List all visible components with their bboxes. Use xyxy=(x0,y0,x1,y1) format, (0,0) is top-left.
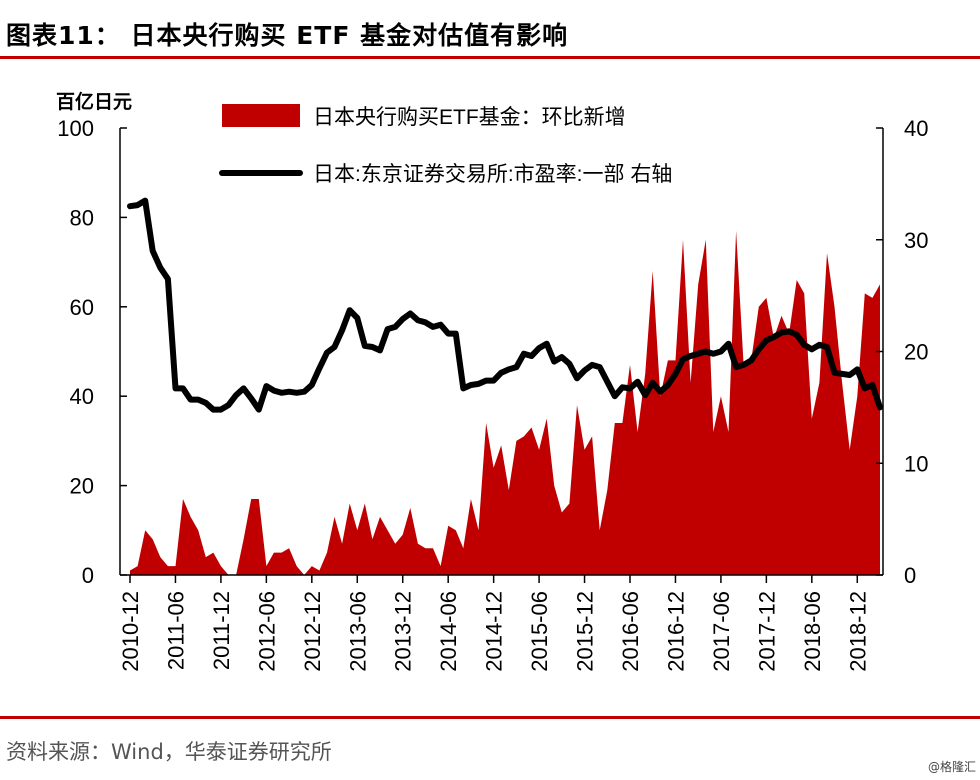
line-series-layer xyxy=(127,197,883,413)
x-tick-label: 2010-12 xyxy=(118,591,143,672)
title-divider xyxy=(0,56,980,59)
right-tick-label: 20 xyxy=(904,340,928,365)
axes-layer: 0 20 40 60 80 100 0 10 20 30 40 百亿日元 2010-12 2011-06 2… xyxy=(56,90,928,672)
x-tick-label: 2014-12 xyxy=(482,591,507,672)
right-tick-label: 40 xyxy=(904,116,928,141)
x-tick-label: 2012-12 xyxy=(300,591,325,672)
x-tick-label: 2012-06 xyxy=(254,591,279,672)
footer-divider xyxy=(0,716,980,719)
left-tick-label: 40 xyxy=(70,384,94,409)
left-axis-label: 百亿日元 xyxy=(56,90,132,113)
source-note: 资料来源：Wind，华泰证券研究所 xyxy=(6,740,332,764)
left-tick-label: 100 xyxy=(57,116,94,141)
x-tick-label: 2016-06 xyxy=(618,591,643,672)
x-tick-label: 2018-06 xyxy=(800,591,825,672)
right-tick-label: 10 xyxy=(904,451,928,476)
watermark: @格隆汇 xyxy=(927,760,976,774)
left-tick-label: 80 xyxy=(70,205,94,230)
legend-swatch-etf xyxy=(222,104,300,127)
legend-label-pe: 日本:东京证券交易所:市盈率:一部 右轴 xyxy=(313,163,672,186)
x-tick-label: 2013-12 xyxy=(391,591,416,672)
left-tick-label: 0 xyxy=(82,563,94,588)
x-tick-label: 2013-06 xyxy=(345,591,370,672)
line-series-pe-ratio xyxy=(127,197,883,413)
x-tick-label: 2016-12 xyxy=(663,591,688,672)
x-tick-label: 2017-12 xyxy=(754,591,779,672)
left-tick-label: 20 xyxy=(70,474,94,499)
x-tick-label: 2015-06 xyxy=(527,591,552,672)
area-series-layer xyxy=(130,230,880,576)
etf-pe-chart: 0 20 40 60 80 100 0 10 20 30 40 百亿日元 2010-12 2011-06 2… xyxy=(56,90,928,672)
x-tick-label: 2015-12 xyxy=(573,591,598,672)
area-series-etf-purchases xyxy=(130,230,880,576)
right-tick-label: 0 xyxy=(904,563,916,588)
x-tick-label: 2014-06 xyxy=(436,591,461,672)
left-tick-label: 60 xyxy=(70,295,94,320)
legend-label-etf: 日本央行购买ETF基金：环比新增 xyxy=(313,106,626,129)
page-title: 图表11： 日本央行购买 ETF 基金对估值有影响 xyxy=(6,21,569,50)
x-tick-label: 2018-12 xyxy=(845,591,870,672)
x-tick-label: 2017-06 xyxy=(709,591,734,672)
right-tick-label: 30 xyxy=(904,228,928,253)
x-tick-label: 2011-06 xyxy=(163,591,188,670)
x-tick-label: 2011-12 xyxy=(209,591,234,670)
